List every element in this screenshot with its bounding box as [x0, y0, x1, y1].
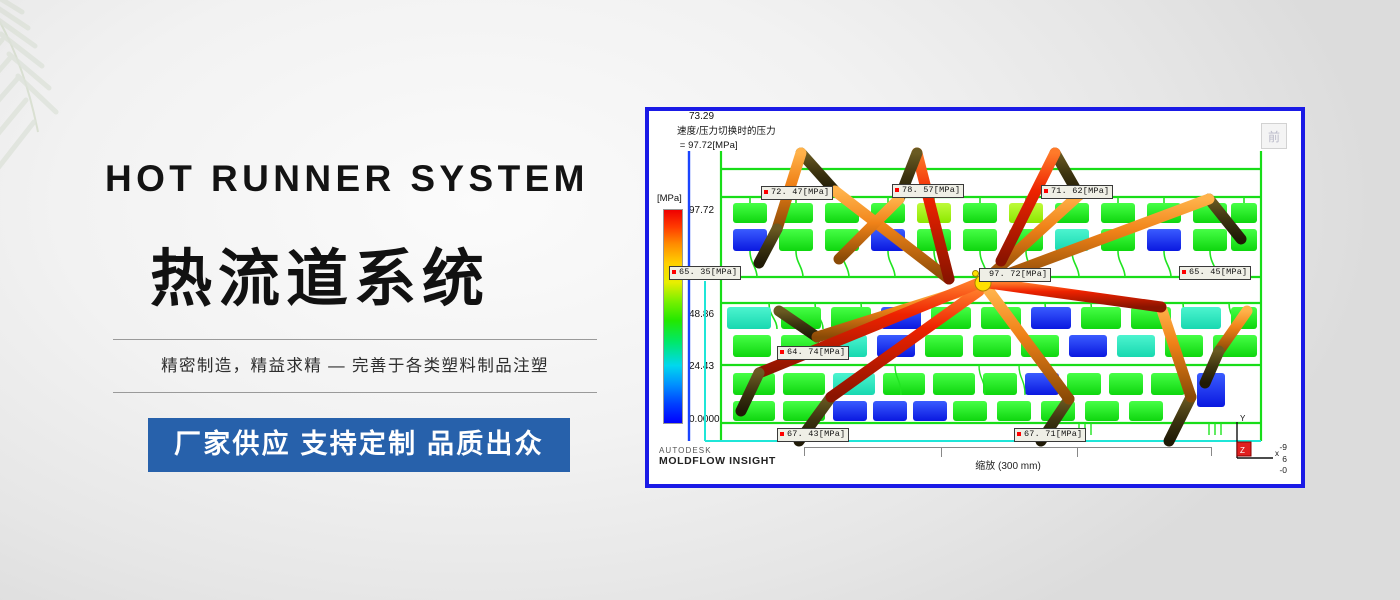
- callout-pressure-4[interactable]: 65. 35[MPa]: [669, 266, 742, 280]
- tagline: 精密制造，精益求精 — 完善于各类塑料制品注塑: [161, 357, 549, 375]
- headline-english: HOT RUNNER SYSTEM: [105, 158, 589, 199]
- moldflow-simulation-panel[interactable]: 速度/压力切换时的压力 = 97.72[MPa] 前 [MPa] 97.72 7…: [645, 107, 1305, 488]
- svg-text:Y: Y: [1240, 414, 1246, 423]
- callout-pressure-max[interactable]: 97. 72[MPa]: [972, 268, 1052, 282]
- callout-pressure-3[interactable]: 71. 62[MPa]: [1041, 185, 1114, 199]
- mold-cavity-layout: [687, 147, 1263, 447]
- callout-pressure-6[interactable]: 64. 74[MPa]: [777, 346, 850, 360]
- axis-numbers: -9 6 -0: [1279, 442, 1287, 475]
- scale-bar: [804, 447, 1212, 457]
- colorbar-tick-0: 97.72: [689, 205, 715, 216]
- simulation-title: 速度/压力切换时的压力 = 97.72[MPa]: [677, 126, 776, 151]
- svg-text:Z: Z: [1240, 446, 1245, 455]
- callout-marker-icon: [1044, 189, 1048, 193]
- pressure-colorbar: [663, 209, 683, 424]
- brand-autodesk: AUTODESK: [659, 446, 712, 456]
- brand-moldflow: MOLDFLOW INSIGHT: [659, 455, 776, 468]
- headline-chinese: 热流道系统: [150, 245, 491, 314]
- scale-bar-label: 缩放 (300 mm): [975, 461, 1041, 472]
- banner-text-column: HOT RUNNER SYSTEM 热流道系统 精密制造，精益求精 — 完善于各…: [0, 0, 636, 600]
- svg-text:x: x: [1275, 449, 1279, 458]
- callout-marker-icon: [895, 188, 899, 192]
- divider-bottom: [113, 392, 597, 393]
- callout-marker-icon: [780, 350, 784, 354]
- divider-top: [113, 339, 597, 340]
- front-view-button[interactable]: 前: [1261, 123, 1287, 149]
- colorbar-tick-2: 48.86: [689, 309, 715, 320]
- callout-marker-icon: [764, 190, 768, 194]
- callout-pressure-7[interactable]: 67. 43[MPa]: [777, 428, 850, 442]
- callout-marker-icon: [1017, 432, 1021, 436]
- orientation-axes-widget: Y x Z -9 6 -0: [1229, 414, 1287, 476]
- callout-marker-icon: [1182, 270, 1186, 274]
- callout-marker-icon: [780, 432, 784, 436]
- simulation-canvas: 速度/压力切换时的压力 = 97.72[MPa] 前 [MPa] 97.72 7…: [649, 111, 1301, 484]
- autodesk-branding: AUTODESK MOLDFLOW INSIGHT: [659, 446, 776, 468]
- colorbar-tick-1: 73.29: [689, 111, 715, 122]
- colorbar-tick-3: 24.43: [689, 361, 715, 372]
- colorbar-unit-label: [MPa]: [657, 193, 682, 204]
- cta-button[interactable]: 厂家供应 支持定制 品质出众: [148, 418, 570, 473]
- callout-pressure-2[interactable]: 78. 57[MPa]: [892, 184, 965, 198]
- callout-pressure-5[interactable]: 65. 45[MPa]: [1179, 266, 1252, 280]
- callout-max-marker-icon: [972, 270, 979, 277]
- callout-marker-icon: [672, 270, 676, 274]
- callout-pressure-1[interactable]: 72. 47[MPa]: [761, 186, 834, 200]
- callout-pressure-8[interactable]: 67. 71[MPa]: [1014, 428, 1087, 442]
